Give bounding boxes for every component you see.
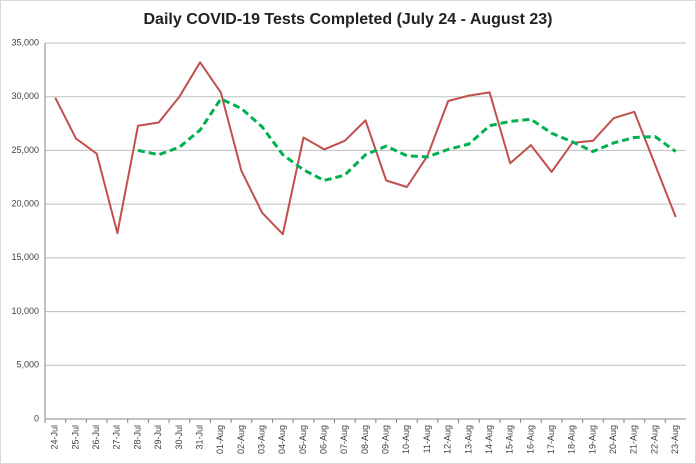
x-tick-label: 16-Aug xyxy=(525,425,535,454)
x-tick-label: 26-Jul xyxy=(91,425,101,450)
x-tick-label: 13-Aug xyxy=(463,425,473,454)
y-tick-label: 25,000 xyxy=(11,145,39,155)
x-tick-label: 08-Aug xyxy=(360,425,370,454)
y-tick-label: 5,000 xyxy=(16,360,39,370)
x-tick-label: 06-Aug xyxy=(319,425,329,454)
y-tick-label: 35,000 xyxy=(11,37,39,47)
chart-title: Daily COVID-19 Tests Completed (July 24 … xyxy=(144,11,553,28)
y-tick-label: 20,000 xyxy=(11,199,39,209)
y-tick-label: 0 xyxy=(34,413,39,423)
x-tick-label: 27-Jul xyxy=(112,425,122,450)
x-tick-label: 29-Jul xyxy=(153,425,163,450)
x-tick-label: 21-Aug xyxy=(629,425,639,454)
x-tick-label: 25-Jul xyxy=(70,425,80,450)
y-tick-label: 30,000 xyxy=(11,91,39,101)
x-tick-label: 23-Aug xyxy=(670,425,680,454)
x-tick-label: 17-Aug xyxy=(546,425,556,454)
x-tick-label: 22-Aug xyxy=(649,425,659,454)
x-tick-label: 30-Jul xyxy=(174,425,184,450)
x-tick-label: 02-Aug xyxy=(236,425,246,454)
x-tick-label: 11-Aug xyxy=(422,425,432,453)
y-tick-label: 10,000 xyxy=(11,306,39,316)
x-tick-label: 12-Aug xyxy=(443,425,453,454)
x-tick-label: 03-Aug xyxy=(256,425,266,454)
x-tick-label: 01-Aug xyxy=(215,425,225,454)
x-tick-label: 05-Aug xyxy=(298,425,308,454)
x-tick-label: 28-Jul xyxy=(132,425,142,450)
x-tick-label: 31-Jul xyxy=(194,425,204,450)
x-tick-label: 20-Aug xyxy=(608,425,618,454)
x-tick-label: 07-Aug xyxy=(339,425,349,454)
x-tick-label: 14-Aug xyxy=(484,425,494,454)
x-tick-label: 18-Aug xyxy=(567,425,577,454)
x-tick-label: 24-Jul xyxy=(50,425,60,450)
x-tick-label: 19-Aug xyxy=(587,425,597,454)
x-tick-label: 10-Aug xyxy=(401,425,411,454)
y-tick-label: 15,000 xyxy=(11,252,39,262)
x-tick-label: 04-Aug xyxy=(277,425,287,454)
x-tick-label: 09-Aug xyxy=(381,425,391,454)
x-tick-label: 15-Aug xyxy=(505,425,515,454)
series-line xyxy=(137,97,677,182)
